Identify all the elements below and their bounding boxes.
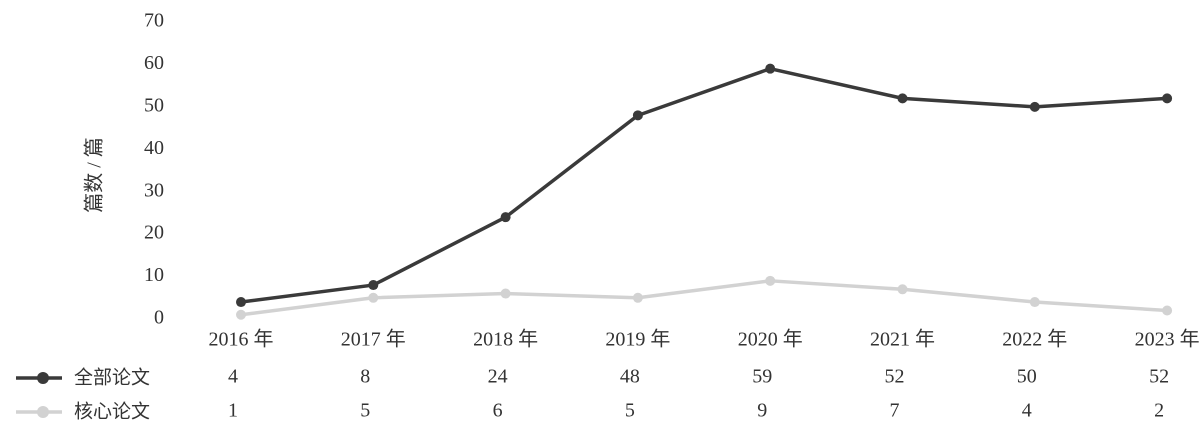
- point: [1162, 305, 1173, 316]
- point: [765, 63, 776, 74]
- point: [236, 297, 246, 308]
- x-tick-label: 2021 年: [870, 328, 935, 351]
- x-tick-label: 2022 年: [1002, 328, 1067, 351]
- point: [1029, 101, 1040, 112]
- x-tick-label: 2017 年: [341, 328, 406, 351]
- table-value: 48: [620, 366, 640, 388]
- y-tick-label: 50: [144, 94, 164, 116]
- table-value: 9: [757, 400, 767, 422]
- legend-label: 全部论文: [74, 367, 150, 389]
- legend-label: 核心论文: [74, 401, 150, 423]
- table-value: 52: [885, 366, 905, 388]
- table-value: 5: [360, 400, 370, 422]
- legend-marker: [37, 406, 49, 418]
- x-tick-label: 2016 年: [209, 328, 274, 351]
- table-value: 6: [493, 400, 503, 422]
- point: [897, 284, 908, 295]
- y-axis-title: 篇数 / 篇: [83, 137, 106, 213]
- table-value: 7: [890, 400, 900, 422]
- point: [897, 93, 908, 104]
- table-value: 4: [228, 366, 238, 388]
- table-value: 5: [625, 400, 635, 422]
- y-tick-label: 40: [144, 137, 164, 159]
- point: [765, 275, 776, 286]
- legend-marker: [37, 372, 49, 384]
- point: [368, 292, 379, 303]
- x-tick-label: 2023 年: [1135, 328, 1200, 351]
- table-value: 2: [1154, 400, 1164, 422]
- y-tick-label: 0: [154, 307, 164, 329]
- x-tick-label: 2020 年: [738, 328, 803, 351]
- point: [1029, 297, 1040, 308]
- table-value: 4: [1022, 400, 1032, 422]
- x-tick-label: 2019 年: [605, 328, 670, 351]
- y-tick-label: 30: [144, 179, 164, 201]
- table-value: 8: [360, 366, 370, 388]
- y-tick-label: 20: [144, 222, 164, 244]
- x-tick-label: 2018 年: [473, 328, 538, 351]
- y-tick-label: 60: [144, 52, 164, 74]
- table-value: 24: [488, 366, 508, 388]
- point: [500, 212, 511, 223]
- point: [1162, 93, 1173, 104]
- point: [500, 288, 511, 299]
- point: [632, 292, 643, 303]
- series-line: [240, 279, 1168, 317]
- point: [368, 280, 379, 291]
- table-value: 52: [1149, 366, 1169, 388]
- y-tick-label: 10: [144, 264, 164, 286]
- table-value: 50: [1017, 366, 1037, 388]
- table-value: 1: [228, 400, 238, 422]
- series-line: [240, 66, 1168, 304]
- point: [236, 309, 246, 320]
- table-value: 59: [752, 366, 772, 388]
- y-tick-label: 70: [144, 10, 164, 32]
- point: [632, 110, 643, 121]
